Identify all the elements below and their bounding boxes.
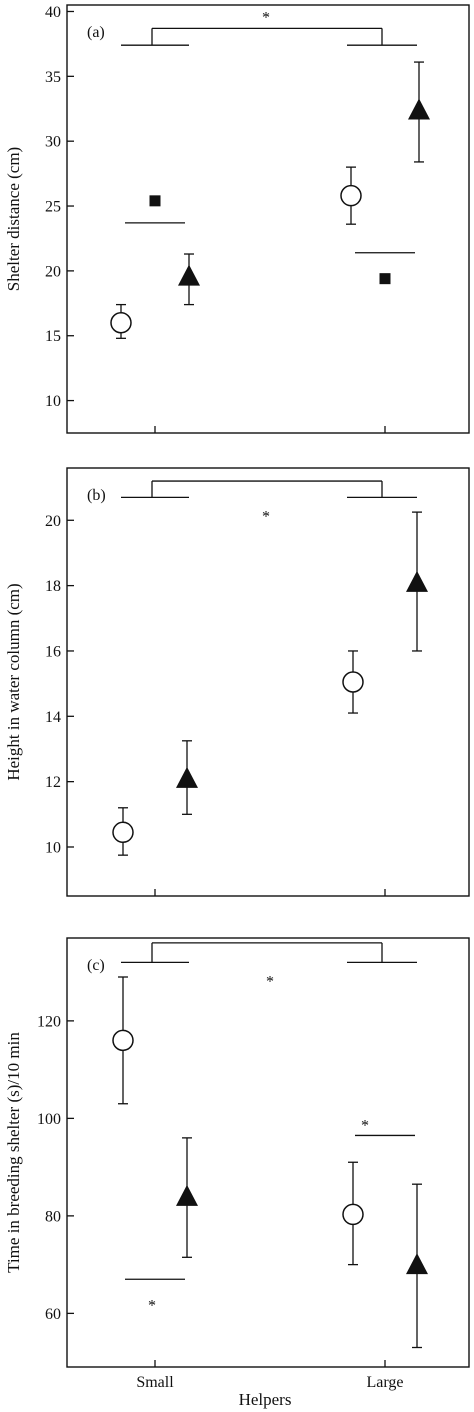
panel-c-comparison-star: * [361, 1117, 369, 1134]
panel-a-y-tick-label: 40 [45, 4, 61, 21]
panel-a-y-tick-label: 10 [45, 393, 61, 410]
x-axis-label: Helpers [239, 1390, 292, 1409]
panel-c-y-axis-label: Time in breeding shelter (s)/10 min [4, 1032, 23, 1273]
panel-b-bracket-star: * [262, 508, 270, 525]
panel-c-y-tick-label: 120 [37, 1013, 61, 1030]
x-category-label: Large [366, 1374, 403, 1391]
panel-c-panel-label: (c) [87, 957, 105, 974]
panel-c-comparison-star: * [148, 1297, 156, 1314]
panel-a-reference-square [379, 273, 391, 285]
panel-c-point-triangle [406, 1253, 428, 1275]
panel-b-point-triangle [176, 766, 198, 788]
panel-a-reference-square [149, 195, 161, 207]
panel-a-y-tick-label: 25 [45, 199, 61, 216]
x-category-label: Small [136, 1374, 174, 1391]
panel-c-y-tick-label: 80 [45, 1208, 61, 1225]
panel-b-point-circle [112, 821, 134, 844]
panel-b-panel-label: (b) [87, 487, 106, 504]
panel-b-point-circle [342, 671, 364, 693]
panel-c-frame [66, 937, 470, 1368]
panel-b-y-tick-label: 20 [45, 513, 61, 530]
panel-a-bracket-star: * [262, 9, 270, 26]
panel-a-y-tick-label: 15 [45, 328, 61, 345]
panel-a-frame [66, 4, 470, 434]
panel-b-y-axis-label: Height in water column (cm) [4, 583, 23, 780]
panel-a-point-circle [340, 184, 362, 207]
panel-a-point-triangle [178, 264, 200, 286]
panel-c-y-tick-label: 60 [45, 1306, 61, 1323]
panel-a-y-axis-label: Shelter distance (cm) [4, 147, 23, 291]
panel-a-point-triangle [408, 98, 430, 120]
panel-b-frame [66, 467, 470, 897]
panel-c-point-circle [112, 1029, 134, 1052]
panel-a-y-tick-label: 20 [45, 263, 61, 280]
panel-c-point-circle [342, 1203, 364, 1226]
panel-b-y-tick-label: 16 [45, 643, 61, 660]
panel-a-panel-label: (a) [87, 24, 105, 41]
panel-b-y-tick-label: 10 [45, 839, 61, 856]
panel-b-y-tick-label: 12 [45, 774, 61, 791]
panel-a-y-tick-label: 35 [45, 69, 61, 86]
panel-b-y-tick-label: 18 [45, 578, 61, 595]
panel-b-point-triangle [406, 570, 428, 592]
panel-a-y-tick-label: 30 [45, 134, 61, 151]
panel-b-y-tick-label: 14 [45, 709, 61, 726]
panel-c-point-triangle [176, 1184, 198, 1206]
panel-c-bracket-star: * [266, 973, 274, 990]
panel-a-point-circle [110, 312, 132, 334]
panel-c-y-tick-label: 100 [37, 1111, 61, 1128]
